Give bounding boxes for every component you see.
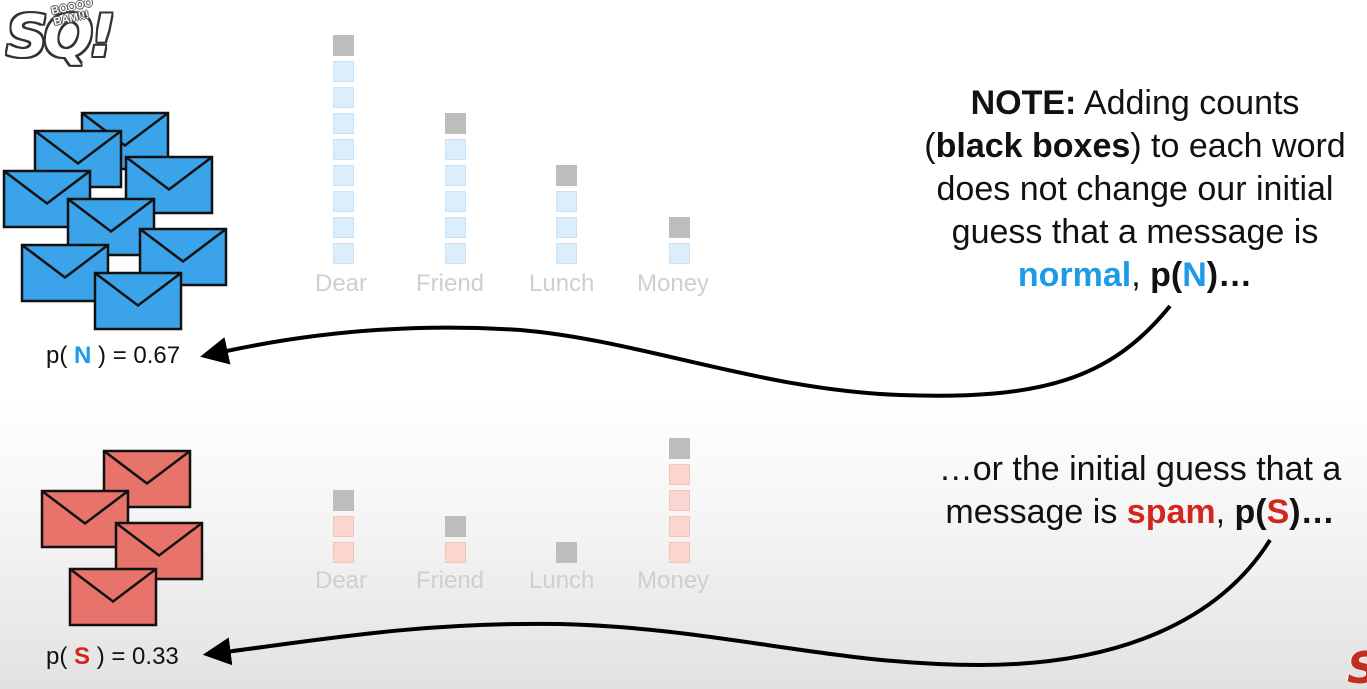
normal-count-box-lunch [556, 191, 577, 212]
note-s-letter: S [1266, 493, 1290, 531]
spam-count-box-dear [333, 542, 354, 563]
word-label-money-normal: Money [637, 270, 710, 297]
word-label-friend-spam: Friend [416, 567, 485, 594]
envelope-icon [20, 243, 110, 303]
note-p-open: p( [1150, 256, 1183, 294]
arrow-to-normal-prior [200, 304, 1172, 398]
normal-black-box-dear [333, 35, 354, 56]
envelope-icon [40, 489, 130, 549]
note-normal: NOTE: Adding counts (black boxes) to eac… [895, 82, 1367, 297]
spam-count-box-money [669, 516, 690, 537]
spam-count-box-money [669, 542, 690, 563]
note-line-4: guess that a message is [951, 213, 1319, 251]
spam-black-box-dear [333, 490, 354, 511]
note2-line-1: …or the initial guess that a [938, 450, 1342, 488]
note-line-2-open: ( [924, 127, 936, 165]
normal-count-box-friend [445, 165, 466, 186]
prob-normal-prefix: p( [46, 342, 68, 369]
normal-count-box-dear [333, 191, 354, 212]
prob-spam: p( S ) = 0.33 [46, 643, 179, 671]
normal-count-box-dear [333, 243, 354, 264]
normal-black-box-friend [445, 113, 466, 134]
prob-normal: p( N ) = 0.67 [46, 342, 180, 370]
statquest-logo: SQ! BOOOO BAM!!! [2, 0, 116, 104]
word-label-dear-spam: Dear [315, 567, 368, 594]
spam-envelope-group [40, 449, 204, 627]
normal-envelope-group [2, 111, 228, 331]
spam-count-box-friend [445, 542, 466, 563]
prob-normal-suffix: ) = 0.67 [98, 342, 181, 369]
note-bold-label: NOTE: [970, 84, 1077, 122]
normal-count-box-friend [445, 139, 466, 160]
spam-count-box-dear [333, 516, 354, 537]
normal-envelopes-icon [2, 111, 228, 331]
prob-spam-letter: S [74, 643, 91, 670]
normal-black-box-lunch [556, 165, 577, 186]
normal-count-box-lunch [556, 217, 577, 238]
note2-p-open: p( [1234, 493, 1267, 531]
corner-logo: S [1345, 647, 1367, 689]
note-n-letter: N [1182, 256, 1207, 294]
note-line-1: Adding counts [1076, 84, 1300, 122]
note-black-boxes: black boxes [935, 127, 1131, 165]
prob-spam-suffix: ) = 0.33 [96, 643, 179, 670]
arrow-to-spam-prior [202, 538, 1272, 668]
normal-count-box-dear [333, 139, 354, 160]
note-line-3: does not change our initial [936, 170, 1334, 208]
note2-p-close: )… [1289, 493, 1335, 531]
spam-black-box-money [669, 438, 690, 459]
word-label-dear-normal: Dear [315, 270, 368, 297]
word-label-money-spam: Money [637, 567, 710, 594]
envelope-icon [93, 271, 183, 331]
spam-black-box-lunch [556, 542, 577, 563]
normal-count-box-friend [445, 217, 466, 238]
note-sep: , [1131, 256, 1151, 294]
normal-count-box-dear [333, 61, 354, 82]
spam-count-box-money [669, 464, 690, 485]
normal-black-box-money [669, 217, 690, 238]
spam-black-box-friend [445, 516, 466, 537]
prob-spam-prefix: p( [46, 643, 68, 670]
note-p-close: )… [1206, 256, 1253, 294]
envelope-icon [68, 567, 158, 627]
note-spam: …or the initial guess that a message is … [905, 448, 1367, 534]
normal-count-box-dear [333, 113, 354, 134]
note2-sep: , [1215, 493, 1235, 531]
normal-count-box-money [669, 243, 690, 264]
normal-count-box-dear [333, 87, 354, 108]
prob-normal-letter: N [74, 342, 92, 369]
word-label-lunch-spam: Lunch [529, 567, 595, 594]
note-line-2-rest: ) to each word [1130, 127, 1346, 165]
normal-count-box-lunch [556, 243, 577, 264]
normal-count-box-dear [333, 165, 354, 186]
spam-count-box-money [669, 490, 690, 511]
note2-pre: message is [945, 493, 1127, 531]
spam-envelopes-icon [40, 449, 204, 627]
note-spam-word: spam [1126, 493, 1216, 531]
word-label-lunch-normal: Lunch [529, 270, 595, 297]
note-normal-word: normal [1017, 256, 1132, 294]
normal-count-box-friend [445, 243, 466, 264]
logo-main-text: SQ! [6, 2, 116, 70]
normal-count-box-dear [333, 217, 354, 238]
spam-word-count-chart [0, 0, 760, 600]
normal-count-box-friend [445, 191, 466, 212]
word-label-friend-normal: Friend [416, 270, 485, 297]
normal-word-count-chart [0, 0, 760, 300]
